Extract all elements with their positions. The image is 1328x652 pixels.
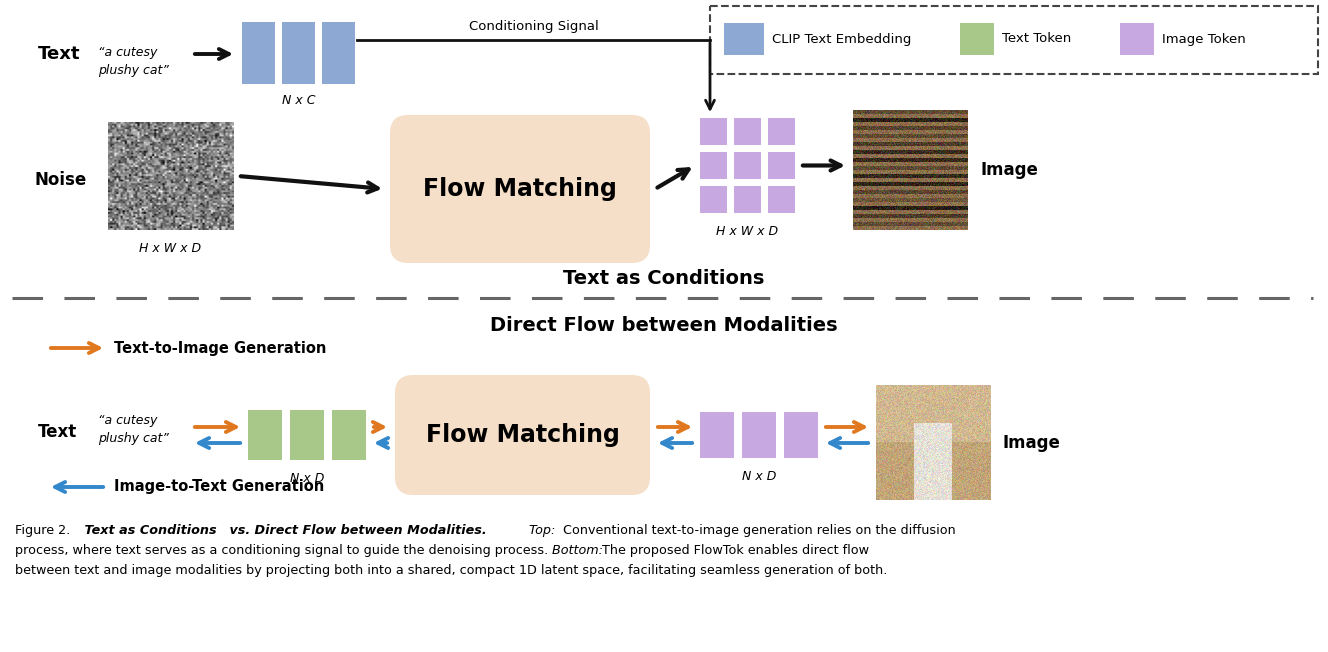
Text: Image-to-Text Generation: Image-to-Text Generation xyxy=(114,479,324,494)
Text: N x D: N x D xyxy=(742,470,776,483)
Bar xyxy=(290,410,324,460)
Text: Direct Flow between Modalities: Direct Flow between Modalities xyxy=(490,316,838,335)
Bar xyxy=(710,6,1317,74)
Text: Text: Text xyxy=(39,423,77,441)
Text: Flow Matching: Flow Matching xyxy=(424,177,618,201)
Text: Direct Flow between Modalities.: Direct Flow between Modalities. xyxy=(250,524,487,537)
Bar xyxy=(282,22,315,84)
Text: Image: Image xyxy=(1003,434,1061,451)
Bar xyxy=(321,22,355,84)
Bar xyxy=(734,118,761,145)
Text: “a cutesy
plushy cat”: “a cutesy plushy cat” xyxy=(98,46,169,77)
Text: Text: Text xyxy=(39,45,81,63)
Text: Conditioning Signal: Conditioning Signal xyxy=(469,20,599,33)
Text: N x D: N x D xyxy=(290,472,324,485)
Bar xyxy=(332,410,367,460)
Text: H x W x D: H x W x D xyxy=(139,242,202,255)
Bar xyxy=(724,23,764,55)
Text: H x W x D: H x W x D xyxy=(716,225,778,238)
Text: Top:: Top: xyxy=(525,524,555,537)
Bar xyxy=(700,118,726,145)
Text: Text-to-Image Generation: Text-to-Image Generation xyxy=(114,340,327,355)
Text: process, where text serves as a conditioning signal to guide the denoising proce: process, where text serves as a conditio… xyxy=(15,544,548,557)
Text: CLIP Text Embedding: CLIP Text Embedding xyxy=(772,33,911,46)
Text: “a cutesy
plushy cat”: “a cutesy plushy cat” xyxy=(98,414,169,445)
Bar xyxy=(700,152,726,179)
Text: Text as Conditions: Text as Conditions xyxy=(563,269,765,288)
Text: Flow Matching: Flow Matching xyxy=(425,423,619,447)
Bar xyxy=(700,412,734,458)
Bar xyxy=(768,152,795,179)
Text: Conventional text-to-image generation relies on the diffusion: Conventional text-to-image generation re… xyxy=(555,524,956,537)
Text: vs.: vs. xyxy=(224,524,250,537)
Bar xyxy=(960,23,993,55)
Text: Text Token: Text Token xyxy=(1003,33,1072,46)
Text: between text and image modalities by projecting both into a shared, compact 1D l: between text and image modalities by pro… xyxy=(15,564,887,577)
Text: Image: Image xyxy=(980,161,1038,179)
FancyBboxPatch shape xyxy=(394,375,649,495)
Bar xyxy=(734,186,761,213)
Bar xyxy=(242,22,275,84)
Text: Text as Conditions: Text as Conditions xyxy=(80,524,216,537)
Text: Noise: Noise xyxy=(35,171,88,189)
Text: N x C: N x C xyxy=(282,94,315,107)
Bar xyxy=(700,186,726,213)
Text: The proposed FlowTok enables direct flow: The proposed FlowTok enables direct flow xyxy=(598,544,869,557)
Text: Image Token: Image Token xyxy=(1162,33,1246,46)
Bar xyxy=(734,152,761,179)
FancyBboxPatch shape xyxy=(390,115,649,263)
Bar xyxy=(768,186,795,213)
Bar xyxy=(248,410,282,460)
Text: Figure 2.: Figure 2. xyxy=(15,524,70,537)
Bar xyxy=(784,412,818,458)
Text: Bottom:: Bottom: xyxy=(548,544,603,557)
Bar xyxy=(1120,23,1154,55)
Bar xyxy=(742,412,776,458)
Bar xyxy=(768,118,795,145)
